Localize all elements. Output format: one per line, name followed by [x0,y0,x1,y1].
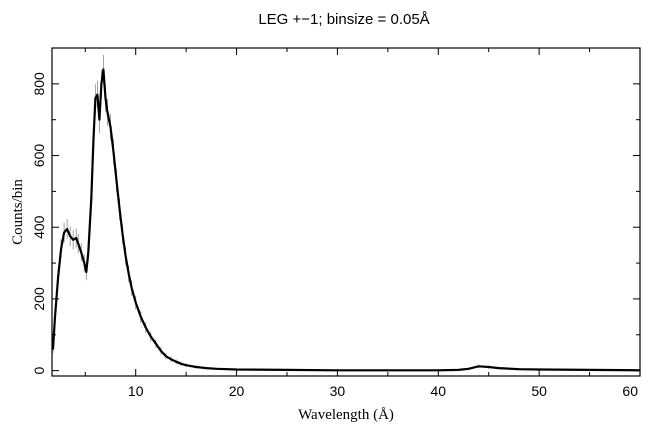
data-point [139,316,142,318]
data-point [185,364,187,367]
y-axis-label: Counts/bin [10,179,26,245]
data-point [155,342,157,345]
data-point [57,276,59,279]
data-point [104,97,107,99]
data-point [144,326,147,329]
series-layer [51,68,641,372]
spectrum-line [51,68,641,372]
data-point [52,348,54,350]
data-point [127,273,130,275]
data-point [134,301,137,304]
data-point [195,366,198,368]
data-point [94,97,97,99]
data-point [467,368,470,370]
data-point [205,367,208,369]
data-point [118,208,121,211]
data-point [90,197,93,200]
x-tick-label: 40 [430,383,446,399]
data-point [102,68,105,71]
y-tick-label: 600 [31,144,47,168]
data-point [85,271,88,273]
x-tick-label: 10 [128,383,144,399]
data-point [518,368,520,370]
x-tick-label: 20 [229,383,245,399]
data-point [83,262,86,264]
x-axis-label: Wavelength (Å) [298,407,394,423]
y-tick-label: 200 [31,287,47,311]
data-point [165,355,167,358]
error-bars [52,54,641,371]
data-point [54,316,56,318]
data-point [387,369,389,372]
data-point [66,228,68,230]
data-point [124,255,127,257]
data-point [170,358,172,360]
data-point [497,367,500,369]
data-point [109,126,112,128]
x-tick-label: 60 [622,383,638,399]
data-point [457,369,460,371]
data-point [75,237,78,239]
data-point [175,360,177,363]
data-point [477,365,480,368]
chart-title: LEG +−1; binsize = 0.05Å [258,11,429,28]
data-point [98,118,101,121]
data-point [100,83,103,85]
data-point [80,251,83,254]
data-point [69,235,71,237]
data-point [115,179,118,182]
data-point [121,233,124,236]
y-tick-label: 800 [31,72,47,96]
data-point [87,251,90,254]
y-tick-label: 0 [31,367,47,375]
data-point [286,369,288,371]
data-point [63,231,65,234]
data-point [106,111,109,114]
y-axis-ticks: 0 200 400 600 800 [31,47,640,375]
data-point [150,335,152,338]
data-point [112,151,115,153]
data-point [72,238,74,241]
data-point [77,242,80,245]
data-point [180,363,182,365]
plot-frame [51,47,641,377]
y-tick-label: 400 [31,215,47,239]
data-point [588,369,591,371]
data-point [60,247,62,250]
data-point [92,140,95,143]
data-point [487,366,490,368]
x-tick-label: 50 [531,383,547,399]
data-point [96,93,99,96]
x-axis-ticks: 10 20 30 40 50 60 [84,48,641,399]
data-point [160,350,162,352]
data-point [130,287,133,289]
data-point [215,368,218,370]
x-tick-label: 30 [330,383,346,399]
